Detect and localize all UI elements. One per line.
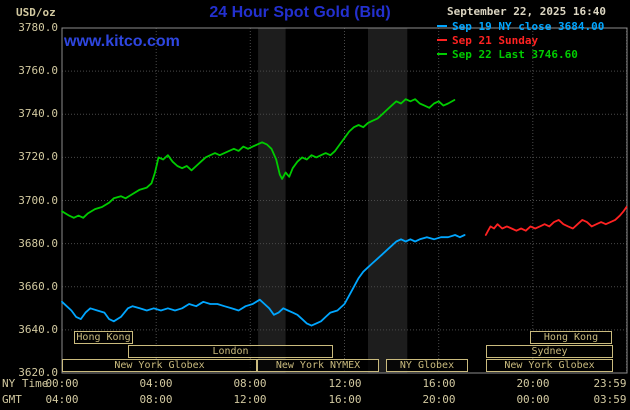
gmt-axis-label: GMT bbox=[2, 393, 22, 406]
session-box-new-york-globex: New York Globex bbox=[62, 359, 257, 372]
x-tick-label-gmt: 00:00 bbox=[516, 393, 550, 406]
legend-label: Sep 21 Sunday bbox=[452, 33, 539, 47]
kitco-watermark-link[interactable]: www.kitco.com bbox=[64, 33, 180, 50]
plot-frame bbox=[61, 27, 628, 374]
unit-label: USD/oz bbox=[16, 6, 56, 19]
chart-title: 24 Hour Spot Gold (Bid) bbox=[209, 4, 391, 21]
price-line bbox=[61, 234, 466, 327]
y-tick-label: 3680.0 bbox=[18, 237, 58, 250]
x-tick-label-gmt: 16:00 bbox=[328, 393, 362, 406]
session-box-sydney: Sydney bbox=[486, 345, 613, 358]
legend-dash-icon bbox=[437, 39, 447, 41]
x-tick-label-ny: 20:00 bbox=[516, 377, 550, 390]
x-tick-label-ny: 16:00 bbox=[422, 377, 456, 390]
y-tick-label: 3720.0 bbox=[18, 150, 58, 163]
x-tick-label-gmt: 04:00 bbox=[45, 393, 79, 406]
legend-dash-icon bbox=[437, 53, 447, 55]
price-line bbox=[61, 98, 456, 219]
x-tick-label-gmt: 12:00 bbox=[233, 393, 267, 406]
y-tick-label: 3640.0 bbox=[18, 323, 58, 336]
x-tick-label-gmt: 03:59 bbox=[593, 393, 627, 406]
y-tick-label: 3660.0 bbox=[18, 280, 58, 293]
legend: Sep 19 NY close 3684.00 Sep 21 Sunday Sep … bbox=[437, 19, 606, 61]
info-block: September 22, 2025 16:40 Sep 19 NY close… bbox=[437, 5, 606, 61]
legend-item: Sep 19 NY close 3684.00 bbox=[437, 19, 606, 33]
session-box-hong-kong: Hong Kong bbox=[530, 331, 612, 344]
session-box-new-york-globex: New York Globex bbox=[486, 359, 613, 372]
session-box-new-york-nymex: New York NYMEX bbox=[257, 359, 379, 372]
x-tick-label-ny: 23:59 bbox=[593, 377, 627, 390]
x-tick-label-ny: 04:00 bbox=[139, 377, 173, 390]
y-tick-label: 3780.0 bbox=[18, 21, 58, 34]
y-tick-label: 3740.0 bbox=[18, 107, 58, 120]
y-tick-label: 3700.0 bbox=[18, 194, 58, 207]
session-box-london: London bbox=[128, 345, 333, 358]
x-tick-label-gmt: 20:00 bbox=[422, 393, 456, 406]
ny-time-axis-label: NY Time bbox=[2, 377, 49, 390]
price-line bbox=[484, 206, 628, 236]
legend-label: Sep 22 Last 3746.60 bbox=[452, 47, 578, 61]
timestamp: September 22, 2025 16:40 bbox=[447, 5, 606, 18]
legend-label: Sep 19 NY close 3684.00 bbox=[452, 19, 605, 33]
legend-item: Sep 21 Sunday bbox=[437, 33, 606, 47]
legend-item: Sep 22 Last 3746.60 bbox=[437, 47, 606, 61]
x-tick-label-gmt: 08:00 bbox=[139, 393, 173, 406]
y-tick-label: 3620.0 bbox=[18, 366, 58, 379]
y-tick-label: 3760.0 bbox=[18, 64, 58, 77]
session-box-ny-globex: NY Globex bbox=[386, 359, 468, 372]
session-box-hong-kong: Hong Kong bbox=[74, 331, 133, 344]
legend-dash-icon bbox=[437, 25, 447, 27]
x-tick-label-ny: 12:00 bbox=[328, 377, 362, 390]
x-tick-label-ny: 00:00 bbox=[45, 377, 79, 390]
x-tick-label-ny: 08:00 bbox=[233, 377, 267, 390]
